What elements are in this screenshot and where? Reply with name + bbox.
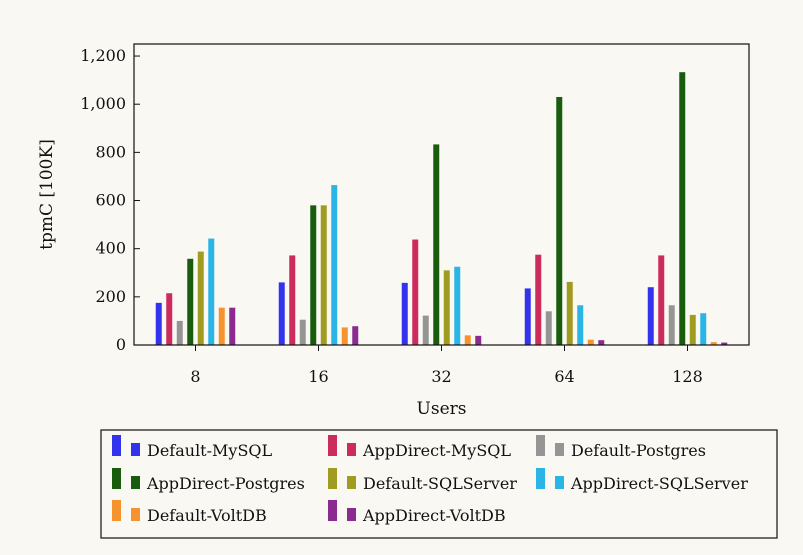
bar-appdirect-postgres-128: [679, 72, 686, 346]
bar-appdirect-voltdb-32: [475, 335, 482, 345]
bar-appdirect-sqlserver-128: [700, 313, 707, 345]
bar-default-sqlserver-32: [443, 270, 450, 345]
legend-swatch: [347, 443, 356, 456]
plot-area-frame: [133, 43, 750, 346]
y-tick-label: 200: [95, 287, 126, 306]
legend-label: AppDirect-VoltDB: [362, 506, 506, 525]
legend-swatch: [328, 435, 337, 456]
x-tick-label: 8: [190, 367, 200, 386]
y-tick-label: 600: [95, 191, 126, 210]
x-axis-title: Users: [417, 399, 467, 419]
legend-label: Default-SQLServer: [363, 474, 517, 493]
x-tick-label: 128: [672, 367, 703, 386]
bar-appdirect-voltdb-8: [229, 307, 236, 345]
bar-appdirect-mysql-8: [166, 293, 173, 345]
legend-swatch: [328, 500, 337, 521]
legend-swatch: [536, 468, 545, 489]
legend-swatch: [131, 508, 140, 521]
legend-swatch: [131, 476, 140, 489]
bar-appdirect-voltdb-16: [352, 326, 359, 345]
x-tick-label: 32: [431, 367, 451, 386]
legend-swatch: [347, 508, 356, 521]
bar-default-postgres-128: [668, 305, 675, 345]
bar-appdirect-postgres-32: [433, 144, 440, 345]
bar-appdirect-postgres-16: [310, 205, 317, 345]
bar-appdirect-postgres-64: [556, 96, 563, 345]
bar-appdirect-sqlserver-64: [577, 305, 584, 345]
bar-default-mysql-128: [647, 287, 654, 345]
bar-default-voltdb-8: [218, 307, 225, 345]
bar-default-sqlserver-128: [689, 314, 696, 345]
y-axis-title: tpmC [100K]: [37, 139, 57, 250]
bar-default-mysql-64: [524, 288, 531, 345]
bar-default-postgres-32: [422, 315, 429, 345]
legend-swatch: [112, 468, 121, 489]
x-axis: 8 16 32 64 128: [190, 345, 703, 386]
bar-appdirect-voltdb-128: [721, 342, 728, 345]
bar-appdirect-mysql-16: [289, 255, 296, 345]
bars-layer: [155, 72, 728, 346]
legend-label: AppDirect-Postgres: [146, 474, 305, 493]
bar-default-mysql-8: [155, 302, 162, 345]
legend-swatch: [112, 435, 121, 456]
bar-default-voltdb-32: [464, 335, 471, 345]
legend-swatch: [112, 500, 121, 521]
y-tick-label: 0: [116, 335, 126, 354]
bar-default-sqlserver-16: [320, 205, 327, 345]
legend-swatch: [536, 435, 545, 456]
legend-label: Default-Postgres: [571, 441, 706, 460]
y-tick-label: 1,000: [80, 94, 126, 113]
legend-swatch: [328, 468, 337, 489]
bar-appdirect-postgres-8: [187, 258, 194, 345]
legend-swatch: [131, 443, 140, 456]
bar-default-mysql-16: [278, 282, 285, 345]
legend-swatch: [347, 476, 356, 489]
bar-appdirect-sqlserver-32: [454, 266, 461, 345]
legend: Default-MySQL AppDirect-MySQL Default-Post…: [100, 429, 778, 539]
legend-label: Default-VoltDB: [147, 506, 267, 525]
bar-default-sqlserver-8: [197, 251, 204, 345]
y-tick-label: 1,200: [80, 46, 126, 65]
x-tick-label: 16: [308, 367, 328, 386]
y-tick-label: 800: [95, 142, 126, 161]
bar-default-voltdb-64: [587, 339, 594, 345]
bar-default-sqlserver-64: [566, 281, 573, 345]
bar-appdirect-voltdb-64: [598, 340, 605, 345]
bar-default-voltdb-16: [341, 327, 348, 345]
bar-default-voltdb-128: [710, 342, 717, 345]
bar-default-postgres-8: [176, 320, 183, 345]
bar-appdirect-sqlserver-8: [208, 238, 215, 345]
legend-box: [100, 429, 778, 539]
legend-label: AppDirect-MySQL: [362, 441, 511, 460]
bar-appdirect-mysql-32: [412, 239, 419, 345]
bar-default-postgres-16: [299, 319, 306, 345]
legend-swatch: [555, 443, 564, 456]
legend-label: AppDirect-SQLServer: [570, 474, 748, 493]
bar-appdirect-mysql-128: [658, 255, 665, 345]
y-axis: 0 200 400 600 800 1,000 1,200: [80, 46, 140, 354]
bar-appdirect-mysql-64: [535, 254, 542, 345]
legend-swatch: [555, 476, 564, 489]
bar-default-postgres-64: [545, 311, 552, 345]
x-tick-label: 64: [554, 367, 574, 386]
y-tick-label: 400: [95, 239, 126, 258]
legend-label: Default-MySQL: [147, 441, 273, 460]
bar-appdirect-sqlserver-16: [331, 185, 338, 345]
bar-default-mysql-32: [401, 282, 408, 345]
